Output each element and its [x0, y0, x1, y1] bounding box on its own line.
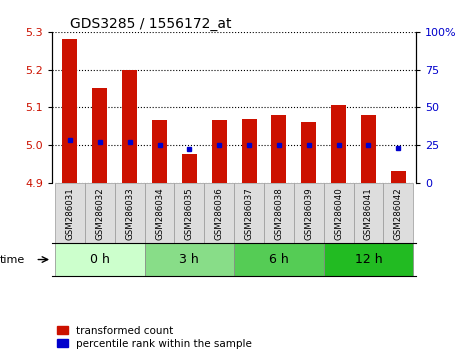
Text: GSM286032: GSM286032 — [95, 188, 104, 240]
Bar — [152, 120, 167, 183]
Text: GSM286037: GSM286037 — [245, 188, 254, 240]
Text: 6 h: 6 h — [269, 253, 289, 266]
FancyBboxPatch shape — [264, 183, 294, 243]
Bar — [242, 119, 256, 183]
Text: GSM286038: GSM286038 — [274, 188, 283, 240]
FancyBboxPatch shape — [294, 183, 324, 243]
Bar — [92, 88, 107, 183]
FancyBboxPatch shape — [234, 243, 324, 276]
Text: GSM286031: GSM286031 — [65, 188, 74, 240]
FancyBboxPatch shape — [204, 183, 234, 243]
FancyBboxPatch shape — [55, 183, 85, 243]
Text: GSM286042: GSM286042 — [394, 188, 403, 240]
Text: time: time — [0, 255, 25, 264]
FancyBboxPatch shape — [234, 183, 264, 243]
FancyBboxPatch shape — [384, 183, 413, 243]
Bar — [122, 69, 137, 183]
FancyBboxPatch shape — [324, 183, 353, 243]
Bar — [391, 171, 406, 183]
Bar — [272, 115, 286, 183]
FancyBboxPatch shape — [85, 183, 115, 243]
Text: GSM286033: GSM286033 — [125, 188, 134, 240]
FancyBboxPatch shape — [145, 183, 175, 243]
FancyBboxPatch shape — [145, 243, 234, 276]
FancyBboxPatch shape — [55, 243, 145, 276]
FancyBboxPatch shape — [353, 183, 384, 243]
Text: GSM286035: GSM286035 — [185, 188, 194, 240]
Text: 12 h: 12 h — [355, 253, 382, 266]
Bar — [182, 154, 197, 183]
FancyBboxPatch shape — [324, 243, 413, 276]
Bar — [361, 115, 376, 183]
Text: 3 h: 3 h — [179, 253, 199, 266]
Text: 0 h: 0 h — [90, 253, 110, 266]
Bar — [212, 120, 227, 183]
FancyBboxPatch shape — [115, 183, 145, 243]
Legend: transformed count, percentile rank within the sample: transformed count, percentile rank withi… — [57, 326, 252, 349]
FancyBboxPatch shape — [175, 183, 204, 243]
Text: GDS3285 / 1556172_at: GDS3285 / 1556172_at — [70, 17, 232, 31]
Text: GSM286034: GSM286034 — [155, 188, 164, 240]
Text: GSM286041: GSM286041 — [364, 188, 373, 240]
Bar — [301, 122, 316, 183]
Text: GSM286036: GSM286036 — [215, 188, 224, 240]
Text: GSM286040: GSM286040 — [334, 188, 343, 240]
Bar — [62, 39, 78, 183]
Bar — [331, 105, 346, 183]
Text: GSM286039: GSM286039 — [304, 188, 313, 240]
